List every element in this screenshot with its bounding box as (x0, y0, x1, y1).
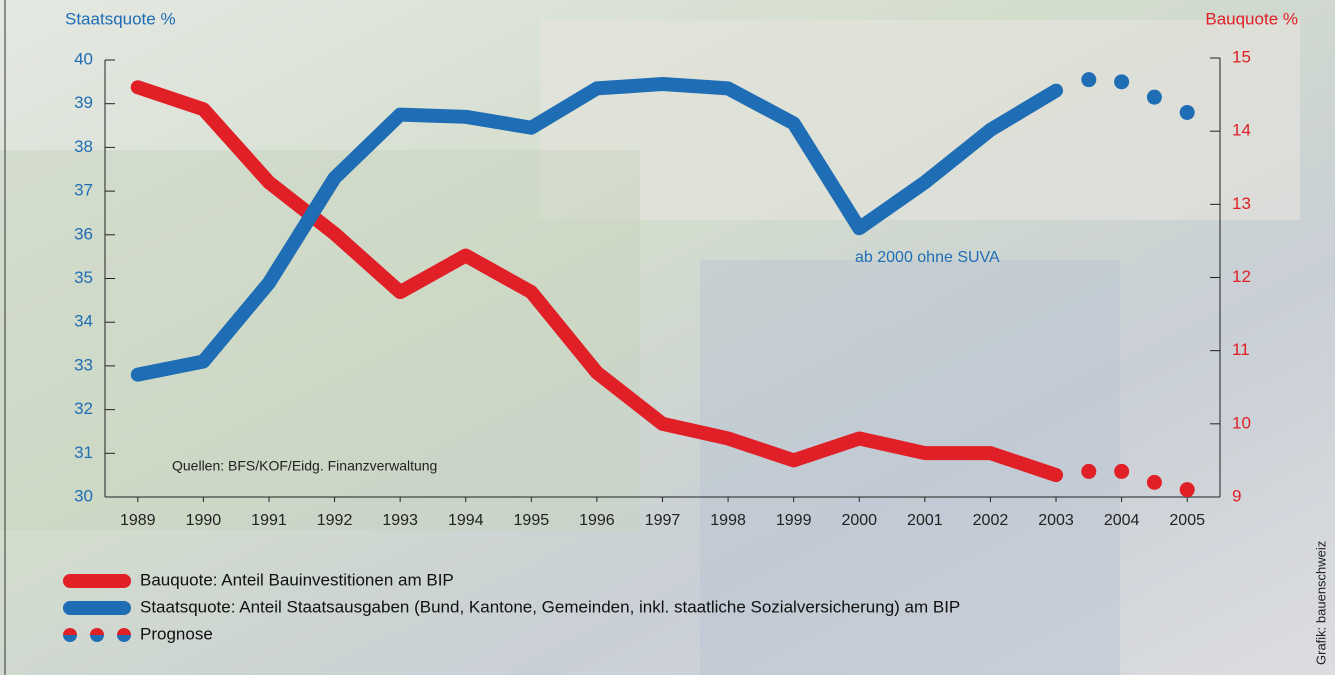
x-tick-label: 2003 (1038, 512, 1074, 529)
x-tick-label: 2004 (1104, 512, 1140, 529)
forecast-dot (1114, 464, 1129, 479)
annotation: ab 2000 ohne SUVA (855, 249, 1000, 266)
x-tick-label: 2005 (1169, 512, 1205, 529)
x-tick-label: 1990 (186, 512, 222, 529)
y2-tick-label: 10 (1232, 413, 1251, 432)
legend-label: Bauquote: Anteil Bauinvestitionen am BIP (140, 570, 454, 589)
x-tick-label: 1996 (579, 512, 615, 529)
y-tick-label: 35 (74, 268, 93, 287)
y-tick-label: 34 (74, 312, 93, 331)
x-tick-label: 1994 (448, 512, 484, 529)
page: Staatsquote % Bauquote % ab 2000 ohne SU… (0, 0, 1335, 675)
x-tick-label: 2001 (907, 512, 943, 529)
forecast-dot (1180, 105, 1195, 120)
forecast-dot (1180, 482, 1195, 497)
x-tick-label: 1993 (382, 512, 418, 529)
y2-tick-label: 13 (1232, 194, 1251, 213)
y2-tick-label: 15 (1232, 47, 1251, 66)
x-tick-label: 1992 (317, 512, 353, 529)
x-tick-label: 2000 (841, 512, 877, 529)
forecast-dot (1147, 90, 1162, 105)
chart: Staatsquote % Bauquote % ab 2000 ohne SU… (0, 0, 1335, 675)
y-tick-label: 30 (74, 486, 93, 505)
y2-tick-label: 9 (1232, 486, 1241, 505)
x-tick-label: 1998 (710, 512, 746, 529)
forecast-dot (1081, 72, 1096, 87)
y-tick-label: 40 (74, 49, 93, 68)
y2-tick-label: 12 (1232, 267, 1251, 286)
y-tick-label: 39 (74, 93, 93, 112)
forecast-dot (1147, 475, 1162, 490)
credit: Grafik: bauenschweiz (1313, 541, 1328, 665)
x-tick-label: 1991 (251, 512, 287, 529)
x-tick-label: 1999 (776, 512, 812, 529)
y2-tick-label: 14 (1232, 121, 1251, 140)
y-tick-label: 38 (74, 137, 93, 156)
y2-tick-label: 11 (1232, 340, 1250, 359)
y-tick-label: 32 (74, 399, 93, 418)
x-tick-label: 1989 (120, 512, 156, 529)
legend-label: Staatsquote: Anteil Staatsausgaben (Bund… (140, 597, 960, 616)
y-tick-label: 36 (74, 224, 93, 243)
forecast-dot (1114, 74, 1129, 89)
x-tick-label: 1995 (514, 512, 550, 529)
x-tick-label: 1997 (645, 512, 681, 529)
y-tick-label: 33 (74, 355, 93, 374)
y-tick-label: 31 (74, 443, 93, 462)
legend-label: Prognose (140, 624, 213, 643)
y-tick-label: 37 (74, 181, 93, 200)
y-axis-title: Staatsquote % (65, 9, 176, 28)
source-note: Quellen: BFS/KOF/Eidg. Finanzverwaltung (172, 458, 437, 474)
forecast-dot (1081, 464, 1096, 479)
y2-axis-title: Bauquote % (1205, 9, 1298, 28)
x-tick-label: 2002 (973, 512, 1009, 529)
